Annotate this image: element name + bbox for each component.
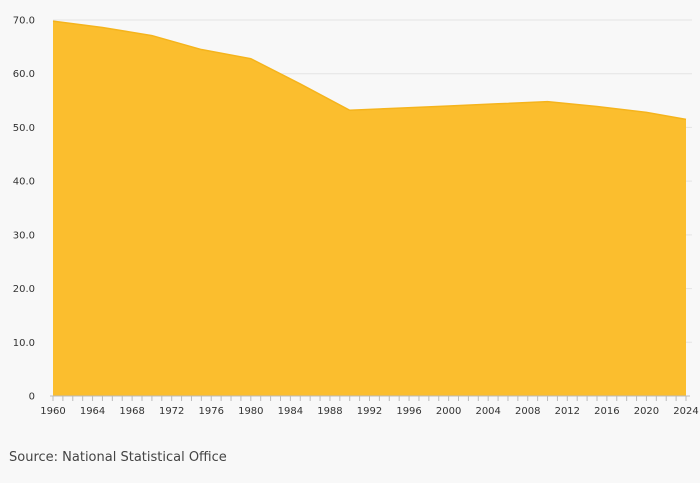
x-tick-label: 2012 [555,406,580,417]
x-tick-label: 1996 [396,406,421,417]
x-tick-label: 2016 [594,406,619,417]
x-tick-label: 1960 [40,406,65,417]
x-tick-label: 1968 [119,406,144,417]
source-note: Source: National Statistical Office [9,450,227,465]
x-tick-label: 1980 [238,406,263,417]
area-chart: 1960 1964 1968 1972 1976 1980 1984 1988 1992 1996… [13,16,699,418]
area-fill [53,21,686,397]
y-axis: 0 10.0 20.0 30.0 40.0 50.0 60.0 70.0 [13,16,35,403]
x-tick-label: 1992 [357,406,382,417]
x-tick-label: 1984 [278,406,303,417]
x-tick-label: 2008 [515,406,540,417]
area-series [52,20,687,397]
x-tick-label: 2024 [673,406,698,417]
x-axis: 1960 1964 1968 1972 1976 1980 1984 1988 1992 1996… [40,395,699,417]
y-tick-label: 40.0 [13,177,35,188]
y-tick-label: 60.0 [13,69,35,80]
x-tick-label: 1972 [159,406,184,417]
area-line [52,20,687,121]
x-tick-label: 2000 [436,406,461,417]
x-tick-label: 1988 [317,406,342,417]
x-tick-label: 1976 [199,406,224,417]
x-tick-label: 2020 [634,406,659,417]
y-tick-label: 20.0 [13,284,35,295]
y-tick-label: 50.0 [13,123,35,134]
y-tick-label: 30.0 [13,230,35,241]
y-tick-label: 70.0 [13,16,35,27]
x-tick-label: 2004 [475,406,500,417]
x-tick-label: 1964 [80,406,105,417]
y-tick-label: 10.0 [13,338,35,349]
y-tick-label: 0 [29,392,35,403]
